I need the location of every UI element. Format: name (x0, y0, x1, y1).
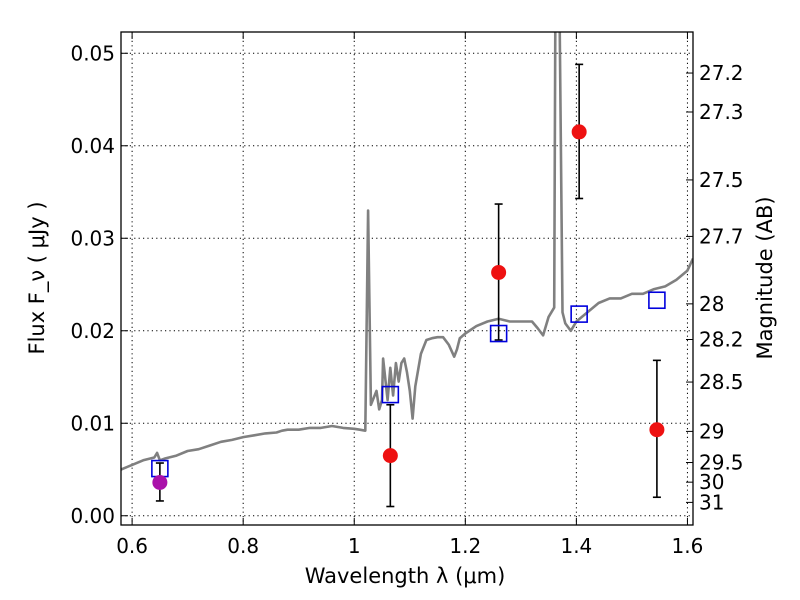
y2-tick-label: 29 (699, 419, 724, 443)
observed-point (491, 264, 507, 280)
y2-tick-label: 30 (699, 470, 724, 494)
y2-tick-label: 28.2 (699, 328, 744, 352)
observed-point (152, 474, 168, 490)
y2-tick-label: 27.5 (699, 168, 744, 192)
x-tick-label: 1.2 (449, 534, 481, 558)
y2-tick-label: 27.3 (699, 100, 744, 124)
y2-tick-label: 28.5 (699, 370, 744, 394)
model-point (570, 305, 588, 323)
observed-points (152, 124, 665, 490)
y-tick-label: 0.00 (70, 504, 115, 528)
y2-axis-label: Magnitude (AB) (753, 196, 777, 359)
model-point (648, 291, 666, 310)
y2-tick-label: 27.2 (699, 61, 744, 85)
observed-point (571, 124, 587, 140)
y2-tick-label: 27.7 (699, 224, 744, 248)
x-tick-label: 0.6 (116, 534, 148, 558)
axis-ticks (121, 32, 693, 525)
spectrum-series (121, 32, 693, 471)
grid (121, 32, 693, 525)
y2-tick-label: 28 (699, 292, 724, 316)
x-tick-label: 0.8 (227, 534, 259, 558)
y-axis-label: Flux F_ν ( μJy ) (25, 201, 50, 354)
observed-point (649, 422, 665, 438)
x-tick-label: 1.6 (672, 534, 704, 558)
x-tick-label: 1 (348, 534, 361, 558)
y-tick-label: 0.05 (70, 41, 115, 65)
model-point (489, 324, 508, 343)
y2-tick-label: 31 (699, 490, 724, 514)
y-tick-label: 0.04 (70, 134, 115, 158)
observed-point (382, 448, 398, 464)
x-axis-label: Wavelength λ (μm) (305, 564, 506, 588)
model-point (381, 385, 400, 404)
y2-tick-label: 29.5 (699, 451, 744, 475)
y-tick-label: 0.01 (70, 411, 115, 435)
y-tick-labels: 0.00 0.01 0.02 0.03 0.04 0.05 (70, 41, 115, 527)
x-tick-label: 1.4 (560, 534, 592, 558)
plot-frame (120, 31, 694, 526)
y-tick-label: 0.03 (70, 226, 115, 250)
spectrum-line (121, 32, 693, 471)
x-tick-labels: 0.6 0.8 1 1.2 1.4 1.6 (116, 534, 703, 558)
y-tick-label: 0.02 (70, 319, 115, 343)
